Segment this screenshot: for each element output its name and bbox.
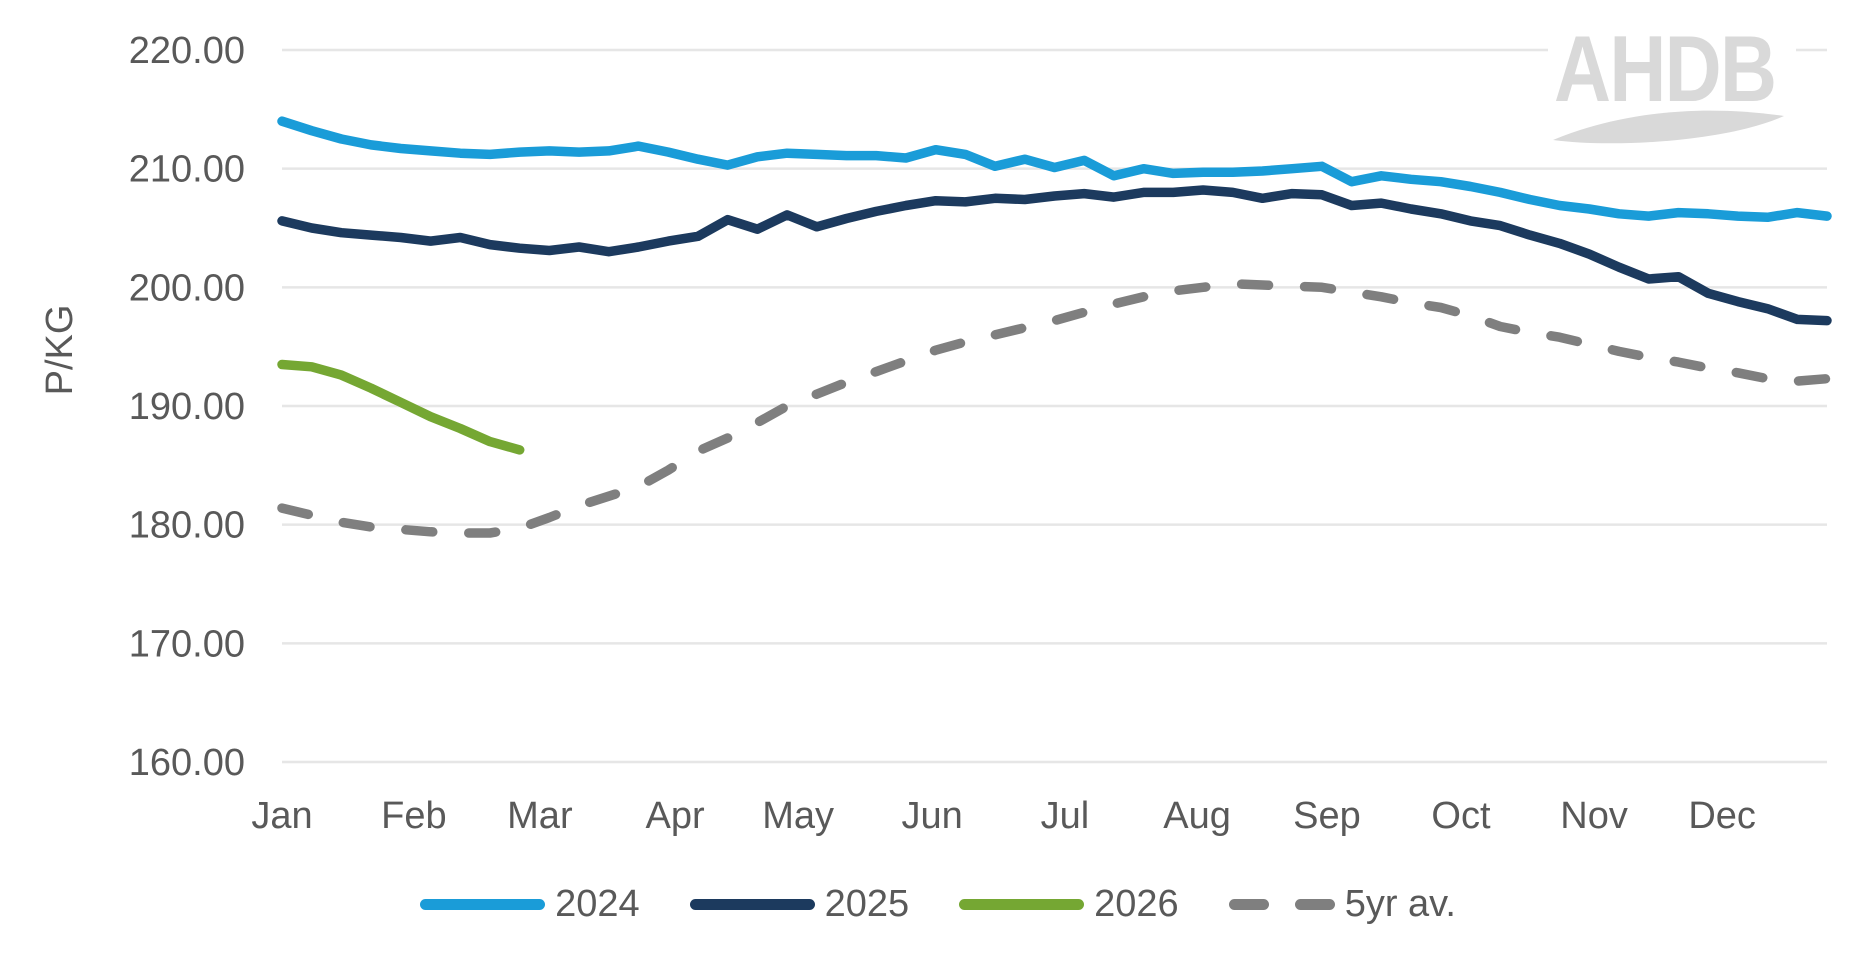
chart-legend: 2024 2025 2026 5yr av. (0, 878, 1876, 930)
series-line-5yr-av- (277, 279, 1832, 538)
legend-item-2026: 2026 (959, 885, 1179, 923)
y-tick-label: 170.00 (129, 623, 245, 665)
y-tick-label: 180.00 (129, 505, 245, 547)
y-tick-label: 200.00 (129, 267, 245, 309)
ahdb-logo-swoosh-icon (1553, 110, 1784, 144)
x-tick-label: Jun (901, 795, 962, 837)
legend-line-sample (420, 898, 546, 910)
legend-label: 2024 (555, 883, 640, 925)
x-tick-label: Sep (1293, 795, 1361, 837)
x-tick-label: Feb (381, 795, 446, 837)
series-line-2025 (277, 185, 1832, 326)
legend-dashed-line-sample (1228, 898, 1335, 910)
x-tick-label: Nov (1560, 795, 1628, 837)
x-tick-label: Dec (1688, 795, 1756, 837)
legend-label: 2025 (824, 883, 910, 925)
x-tick-label: Oct (1431, 795, 1491, 837)
y-axis-title: P/KG (38, 304, 81, 396)
x-tick-label: Jan (251, 795, 312, 837)
x-tick-label: Mar (507, 795, 573, 837)
x-tick-label: Apr (646, 795, 705, 837)
x-tick-label: Jul (1041, 795, 1090, 837)
legend-item-5yr-av-: 5yr av. (1228, 883, 1456, 925)
legend-label: 2026 (1094, 883, 1179, 925)
legend-label: 5yr av. (1344, 883, 1456, 925)
y-tick-label: 190.00 (129, 386, 245, 428)
y-tick-label: 160.00 (129, 742, 245, 784)
y-tick-label: 210.00 (129, 149, 245, 191)
ahdb-logo-text: AHDB (1554, 16, 1777, 121)
legend-line-sample (689, 898, 815, 910)
legend-line-sample (959, 898, 1085, 910)
x-tick-label: May (762, 795, 834, 837)
y-tick-label: 220.00 (129, 30, 245, 72)
series-line-2026 (277, 359, 525, 455)
legend-dash (1228, 898, 1269, 910)
series-line-2024 (277, 116, 1832, 223)
legend-item-2024: 2024 (420, 885, 640, 923)
legend-item-2025: 2025 (689, 883, 910, 925)
x-tick-label: Aug (1163, 795, 1231, 837)
ahdb-logo: AHDB (1548, 22, 1796, 144)
legend-dash (1294, 898, 1335, 910)
